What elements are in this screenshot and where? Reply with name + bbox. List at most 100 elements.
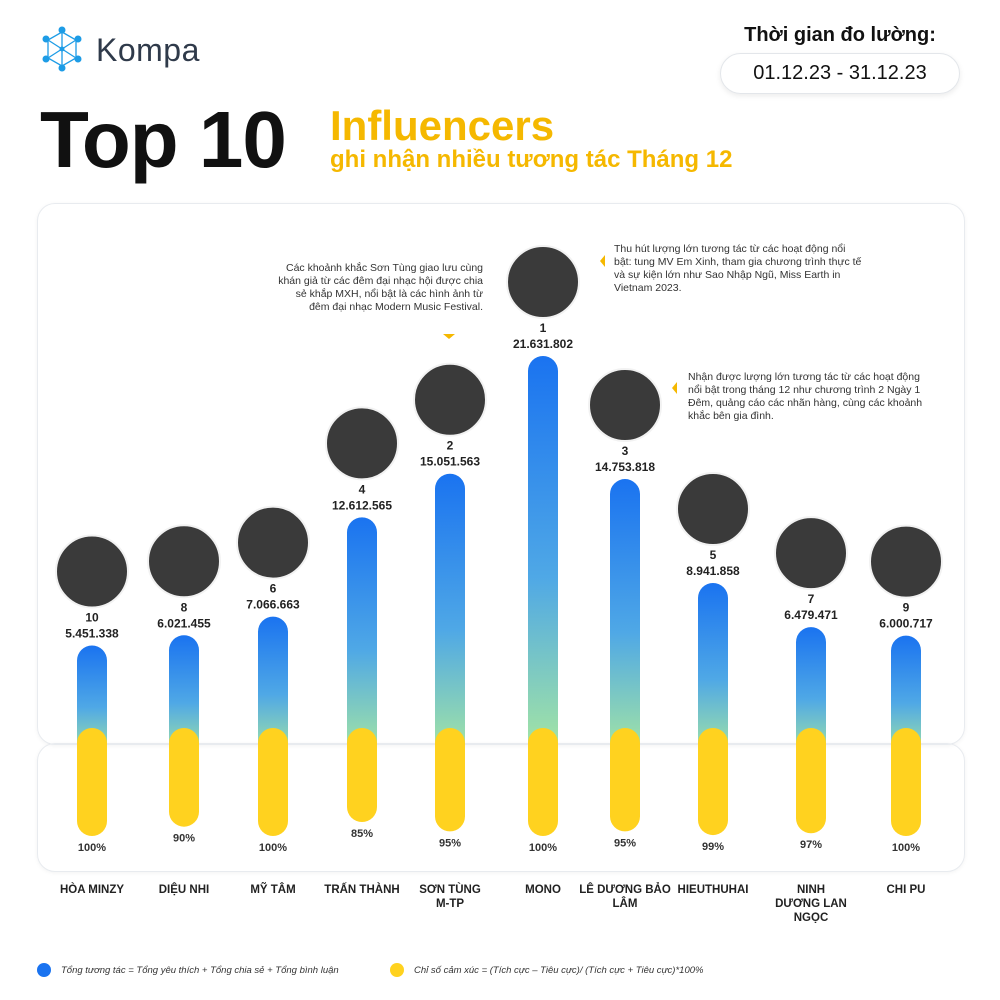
category-tick-label: NGỌC: [794, 912, 829, 924]
category-tick-label: DƯƠNG LAN: [775, 898, 847, 910]
rank-label: 10: [85, 610, 99, 624]
influencer-avatar: [774, 516, 848, 591]
sentiment-bar-joint: [698, 743, 728, 747]
interaction-value-label: 21.631.802: [513, 337, 573, 351]
rank-label: 4: [359, 482, 366, 496]
chart-panel-sentiment: [37, 743, 965, 872]
influencer-avatar: [236, 505, 310, 580]
category-tick-label: M-TP: [436, 898, 464, 910]
category-tick-label: SƠN TÙNG: [419, 883, 481, 896]
interaction-bar: [258, 616, 288, 758]
category-tick-label: LÂM: [613, 897, 638, 910]
influencer-avatar: [147, 524, 221, 599]
interaction-value-label: 6.000.717: [879, 617, 933, 631]
note-son-tung: Các khoảnh khắc Sơn Tùng giao lưu cùng k…: [278, 262, 483, 313]
interaction-bar: [891, 635, 921, 758]
sentiment-label: 99%: [702, 841, 724, 853]
interaction-value-label: 12.612.565: [332, 498, 392, 512]
note-mono: Thu hút lượng lớn tương tác từ các hoạt …: [614, 243, 862, 294]
influencer-avatar: [676, 472, 750, 547]
interaction-bar: [528, 356, 558, 758]
interaction-value-label: 7.066.663: [246, 598, 300, 612]
rank-label: 5: [710, 548, 717, 562]
sentiment-bar: [528, 728, 558, 836]
influencer-avatar: [869, 524, 943, 599]
interaction-value-label: 14.753.818: [595, 460, 655, 474]
chart-panel-interactions: [37, 203, 965, 745]
interaction-value-label: 6.479.471: [784, 608, 838, 622]
sentiment-bar-joint: [347, 743, 377, 747]
category-tick-label: DIỆU NHI: [159, 883, 209, 896]
interaction-bar: [169, 635, 199, 758]
note-le-duong-bao-lam: Nhận được lượng lớn tương tác từ các hoạ…: [688, 371, 923, 422]
category-tick-label: TRẤN THÀNH: [324, 883, 399, 896]
sentiment-bar: [796, 728, 826, 834]
category-tick-label: MỸ TÂM: [250, 883, 295, 896]
category-tick-label: CHI PU: [887, 884, 926, 896]
kompa-logo: Kompa: [36, 24, 200, 76]
sentiment-bar-joint: [796, 743, 826, 747]
rank-label: 6: [270, 582, 277, 596]
sentiment-label: 100%: [892, 842, 920, 854]
sentiment-bar: [698, 728, 728, 836]
sentiment-label: 95%: [614, 837, 636, 849]
interaction-value-label: 6.021.455: [157, 616, 211, 630]
sentiment-bar-joint: [169, 743, 199, 747]
note-pointer-le-duong-bao-lam: [672, 382, 677, 394]
category-tick-label: HÒA MINZY: [60, 883, 124, 896]
rank-label: 8: [181, 600, 188, 614]
note-pointer-son-tung: [443, 334, 455, 339]
sentiment-bar: [169, 728, 199, 827]
influencer-avatar: [413, 362, 487, 437]
sentiment-label: 97%: [800, 839, 822, 851]
sentiment-label: 85%: [351, 828, 373, 840]
interaction-bar: [796, 627, 826, 758]
sentiment-bar-joint: [610, 743, 640, 747]
rank-label: 9: [903, 601, 910, 615]
interaction-bar: [610, 479, 640, 758]
legend-interactions-text: Tổng tương tác = Tổng yêu thích + Tổng c…: [61, 964, 339, 976]
sentiment-bar-joint: [258, 743, 288, 747]
sentiment-label: 95%: [439, 837, 461, 849]
rank-label: 2: [447, 439, 454, 453]
sentiment-bar-joint: [528, 743, 558, 747]
page-title: Top 10: [40, 95, 287, 184]
interaction-value-label: 5.451.338: [65, 626, 119, 640]
sentiment-bar: [77, 728, 107, 836]
interaction-bar: [435, 473, 465, 758]
page-subtitle-description: ghi nhận nhiều tương tác Tháng 12: [330, 146, 733, 173]
note-pointer-mono: [600, 255, 605, 267]
sentiment-bar: [610, 728, 640, 832]
interaction-bar: [347, 517, 377, 758]
period-label: Thời gian đo lường:: [744, 24, 936, 46]
influencer-avatar: [506, 245, 580, 319]
influencer-avatar: [55, 534, 129, 609]
sentiment-label: 100%: [259, 842, 287, 854]
legend-sentiment-text: Chỉ số cảm xúc = (Tích cực – Tiêu cực)/ …: [414, 964, 704, 976]
measurement-period: Thời gian đo lường: 01.12.23 - 31.12.23: [720, 24, 960, 94]
influencer-avatar: [588, 368, 662, 443]
category-tick-label: HIEUTHUHAI: [678, 884, 749, 896]
sentiment-bar-joint: [77, 743, 107, 747]
category-tick-label: NINH: [797, 884, 825, 896]
sentiment-label: 100%: [78, 842, 106, 854]
page-subtitle-influencers: Influencers: [330, 102, 555, 149]
sentiment-label: 90%: [173, 833, 195, 845]
sentiment-bar-joint: [435, 743, 465, 747]
sentiment-bar: [435, 728, 465, 832]
legend-sentiment: Chỉ số cảm xúc = (Tích cực – Tiêu cực)/ …: [390, 963, 703, 977]
interaction-value-label: 15.051.563: [420, 455, 480, 469]
sentiment-bar: [258, 728, 288, 836]
period-range: 01.12.23 - 31.12.23: [720, 53, 960, 94]
sentiment-bar: [891, 728, 921, 836]
interaction-bar: [77, 645, 107, 758]
brand-name: Kompa: [96, 31, 200, 68]
rank-label: 7: [808, 592, 815, 606]
category-tick-label: MONO: [525, 884, 561, 896]
influencer-avatar: [325, 406, 399, 481]
blue-dot-icon: [37, 963, 51, 977]
sentiment-bar: [347, 728, 377, 823]
kompa-molecule-logo-icon: [42, 26, 82, 72]
rank-label: 3: [622, 444, 629, 458]
